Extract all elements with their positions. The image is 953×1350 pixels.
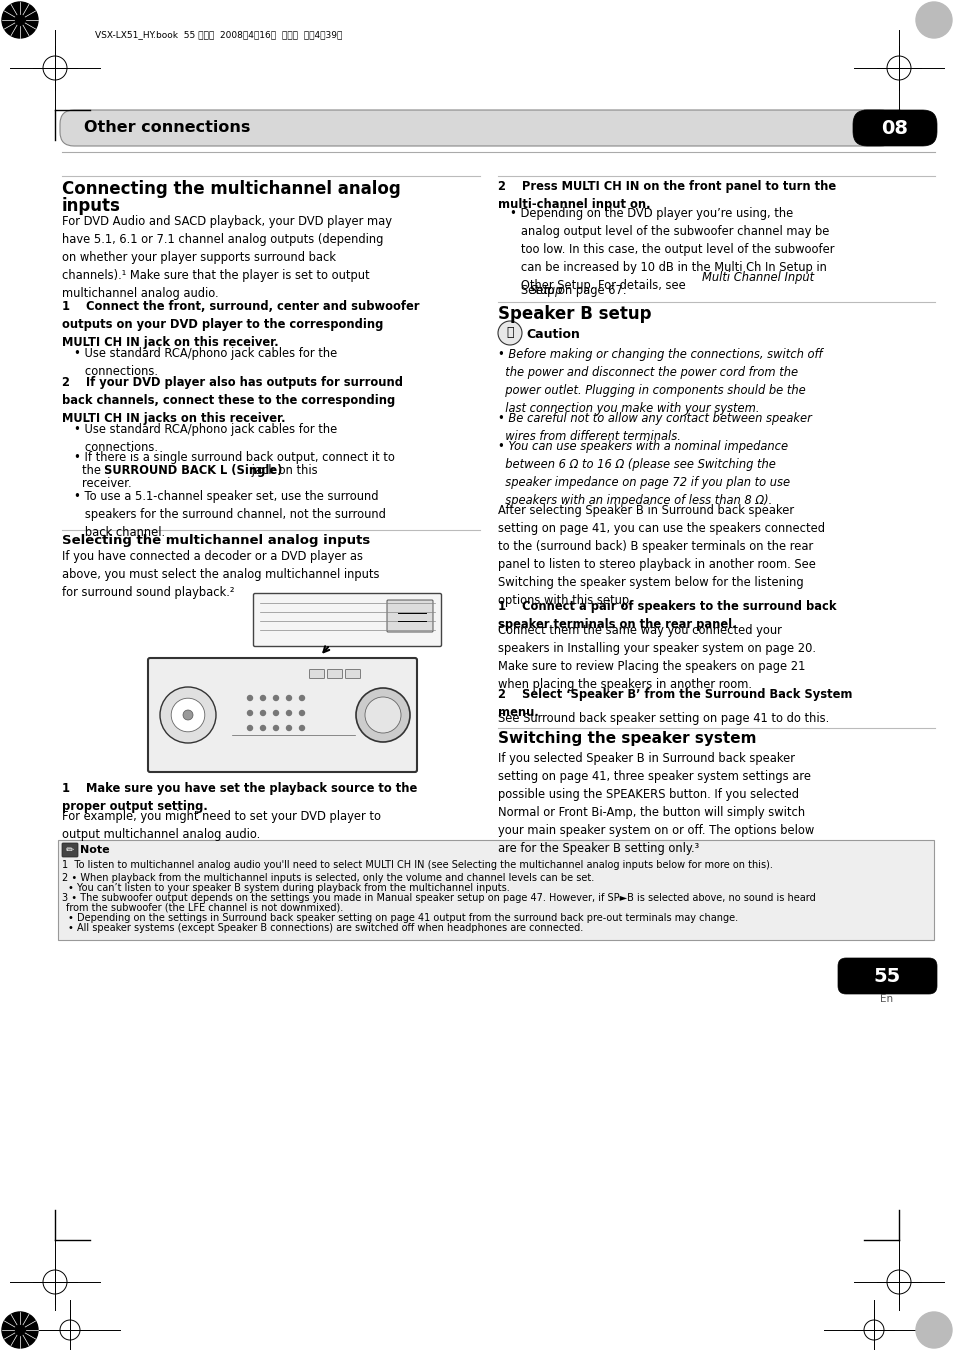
Circle shape xyxy=(260,695,265,701)
Circle shape xyxy=(286,725,292,730)
Text: Setup on page 67.: Setup on page 67. xyxy=(510,284,626,297)
FancyBboxPatch shape xyxy=(852,109,936,146)
Text: 1    Make sure you have set the playback source to the
proper output setting.: 1 Make sure you have set the playback so… xyxy=(62,782,416,813)
FancyBboxPatch shape xyxy=(387,599,433,632)
Circle shape xyxy=(299,710,304,716)
Circle shape xyxy=(497,321,521,346)
Circle shape xyxy=(299,725,304,730)
FancyBboxPatch shape xyxy=(309,670,324,679)
Text: Multi Channel Input: Multi Channel Input xyxy=(701,271,813,284)
Text: 2    If your DVD player also has outputs for surround
back channels, connect the: 2 If your DVD player also has outputs fo… xyxy=(62,377,402,425)
Circle shape xyxy=(355,688,410,742)
Circle shape xyxy=(2,1,38,38)
Circle shape xyxy=(915,1,951,38)
Text: • Depending on the DVD player you’re using, the
   analog output level of the su: • Depending on the DVD player you’re usi… xyxy=(510,207,834,292)
FancyBboxPatch shape xyxy=(253,594,441,647)
Text: For example, you might need to set your DVD player to
output multichannel analog: For example, you might need to set your … xyxy=(62,810,380,841)
FancyBboxPatch shape xyxy=(60,109,893,146)
Text: receiver.: receiver. xyxy=(82,477,132,490)
Text: • Before making or changing the connections, switch off
  the power and disconne: • Before making or changing the connecti… xyxy=(497,348,821,414)
Text: • If there is a single surround back output, connect it to: • If there is a single surround back out… xyxy=(74,451,395,464)
Text: 55: 55 xyxy=(872,967,900,985)
Circle shape xyxy=(160,687,215,742)
Text: 2    Press MULTI CH IN on the front panel to turn the
multi-channel input on.: 2 Press MULTI CH IN on the front panel t… xyxy=(497,180,835,211)
Circle shape xyxy=(915,1312,951,1349)
Text: ✋: ✋ xyxy=(506,327,514,339)
Text: • Depending on the settings in Surround back speaker setting on page 41 output f: • Depending on the settings in Surround … xyxy=(68,913,738,923)
Circle shape xyxy=(274,725,278,730)
FancyBboxPatch shape xyxy=(148,657,416,772)
Text: See Surround back speaker setting on page 41 to do this.: See Surround back speaker setting on pag… xyxy=(497,711,828,725)
Text: SURROUND BACK L (Single): SURROUND BACK L (Single) xyxy=(104,464,282,477)
Text: inputs: inputs xyxy=(62,197,121,215)
Text: After selecting Speaker B in Surround back speaker
setting on page 41, you can u: After selecting Speaker B in Surround ba… xyxy=(497,504,824,608)
Circle shape xyxy=(286,710,292,716)
Circle shape xyxy=(247,710,253,716)
Text: If you have connected a decoder or a DVD player as
above, you must select the an: If you have connected a decoder or a DVD… xyxy=(62,549,379,599)
FancyBboxPatch shape xyxy=(58,840,933,940)
FancyBboxPatch shape xyxy=(62,842,78,857)
Text: • You can use speakers with a nominal impedance
  between 6 Ω to 16 Ω (please se: • You can use speakers with a nominal im… xyxy=(497,440,789,508)
Circle shape xyxy=(274,695,278,701)
Circle shape xyxy=(286,695,292,701)
Text: 08: 08 xyxy=(881,119,907,138)
Text: Switching the speaker system: Switching the speaker system xyxy=(497,730,756,747)
Circle shape xyxy=(299,695,304,701)
Text: 1    Connect a pair of speakers to the surround back
speaker terminals on the re: 1 Connect a pair of speakers to the surr… xyxy=(497,599,836,630)
Text: • Use standard RCA/phono jack cables for the
   connections.: • Use standard RCA/phono jack cables for… xyxy=(74,347,337,378)
Text: Speaker B setup: Speaker B setup xyxy=(497,305,651,323)
FancyBboxPatch shape xyxy=(327,670,342,679)
Text: the: the xyxy=(82,464,105,477)
Text: ✏: ✏ xyxy=(66,845,74,855)
Text: For DVD Audio and SACD playback, your DVD player may
have 5.1, 6.1 or 7.1 channe: For DVD Audio and SACD playback, your DV… xyxy=(62,215,392,300)
Text: 1  To listen to multichannel analog audio you'll need to select MULTI CH IN (see: 1 To listen to multichannel analog audio… xyxy=(62,860,772,869)
Circle shape xyxy=(260,725,265,730)
Circle shape xyxy=(2,1312,38,1349)
Text: from the subwoofer (the LFE channel is not downmixed).: from the subwoofer (the LFE channel is n… xyxy=(66,903,343,913)
Text: Note: Note xyxy=(80,845,110,855)
Text: • You can’t listen to your speaker B system during playback from the multichanne: • You can’t listen to your speaker B sys… xyxy=(68,883,509,892)
Text: 3 • The subwoofer output depends on the settings you made in Manual speaker setu: 3 • The subwoofer output depends on the … xyxy=(62,892,815,903)
Text: jack on this: jack on this xyxy=(248,464,317,477)
Circle shape xyxy=(365,697,400,733)
Text: • Use standard RCA/phono jack cables for the
   connections.: • Use standard RCA/phono jack cables for… xyxy=(74,423,337,454)
Circle shape xyxy=(274,710,278,716)
Text: 2 • When playback from the multichannel inputs is selected, only the volume and : 2 • When playback from the multichannel … xyxy=(62,873,594,883)
Text: Connect them the same way you connected your
speakers in Installing your speaker: Connect them the same way you connected … xyxy=(497,624,815,691)
Text: • All speaker systems (except Speaker B connections) are switched off when headp: • All speaker systems (except Speaker B … xyxy=(68,923,582,933)
Text: • To use a 5.1-channel speaker set, use the surround
   speakers for the surroun: • To use a 5.1-channel speaker set, use … xyxy=(74,490,385,539)
FancyBboxPatch shape xyxy=(837,958,936,994)
Text: Connecting the multichannel analog: Connecting the multichannel analog xyxy=(62,180,400,198)
Text: En: En xyxy=(880,994,893,1004)
Text: Selecting the multichannel analog inputs: Selecting the multichannel analog inputs xyxy=(62,535,370,547)
Circle shape xyxy=(183,710,193,720)
Circle shape xyxy=(171,698,205,732)
Text: If you selected Speaker B in Surround back speaker
setting on page 41, three spe: If you selected Speaker B in Surround ba… xyxy=(497,752,814,855)
Text: Setup: Setup xyxy=(530,284,563,297)
Text: 2    Select ‘Speaker B’ from the Surround Back System
menu.: 2 Select ‘Speaker B’ from the Surround B… xyxy=(497,688,852,720)
FancyBboxPatch shape xyxy=(345,670,360,679)
Text: • Be careful not to allow any contact between speaker
  wires from different ter: • Be careful not to allow any contact be… xyxy=(497,412,811,443)
Text: 1    Connect the front, surround, center and subwoofer
outputs on your DVD playe: 1 Connect the front, surround, center an… xyxy=(62,300,419,350)
Circle shape xyxy=(247,725,253,730)
Text: Caution: Caution xyxy=(525,328,579,342)
Text: Other connections: Other connections xyxy=(84,120,250,135)
Circle shape xyxy=(247,695,253,701)
Text: VSX-LX51_HY.book  55 ページ  2008年4朄16日  水曜日  午後4時39分: VSX-LX51_HY.book 55 ページ 2008年4朄16日 水曜日 午… xyxy=(95,31,342,39)
Circle shape xyxy=(260,710,265,716)
